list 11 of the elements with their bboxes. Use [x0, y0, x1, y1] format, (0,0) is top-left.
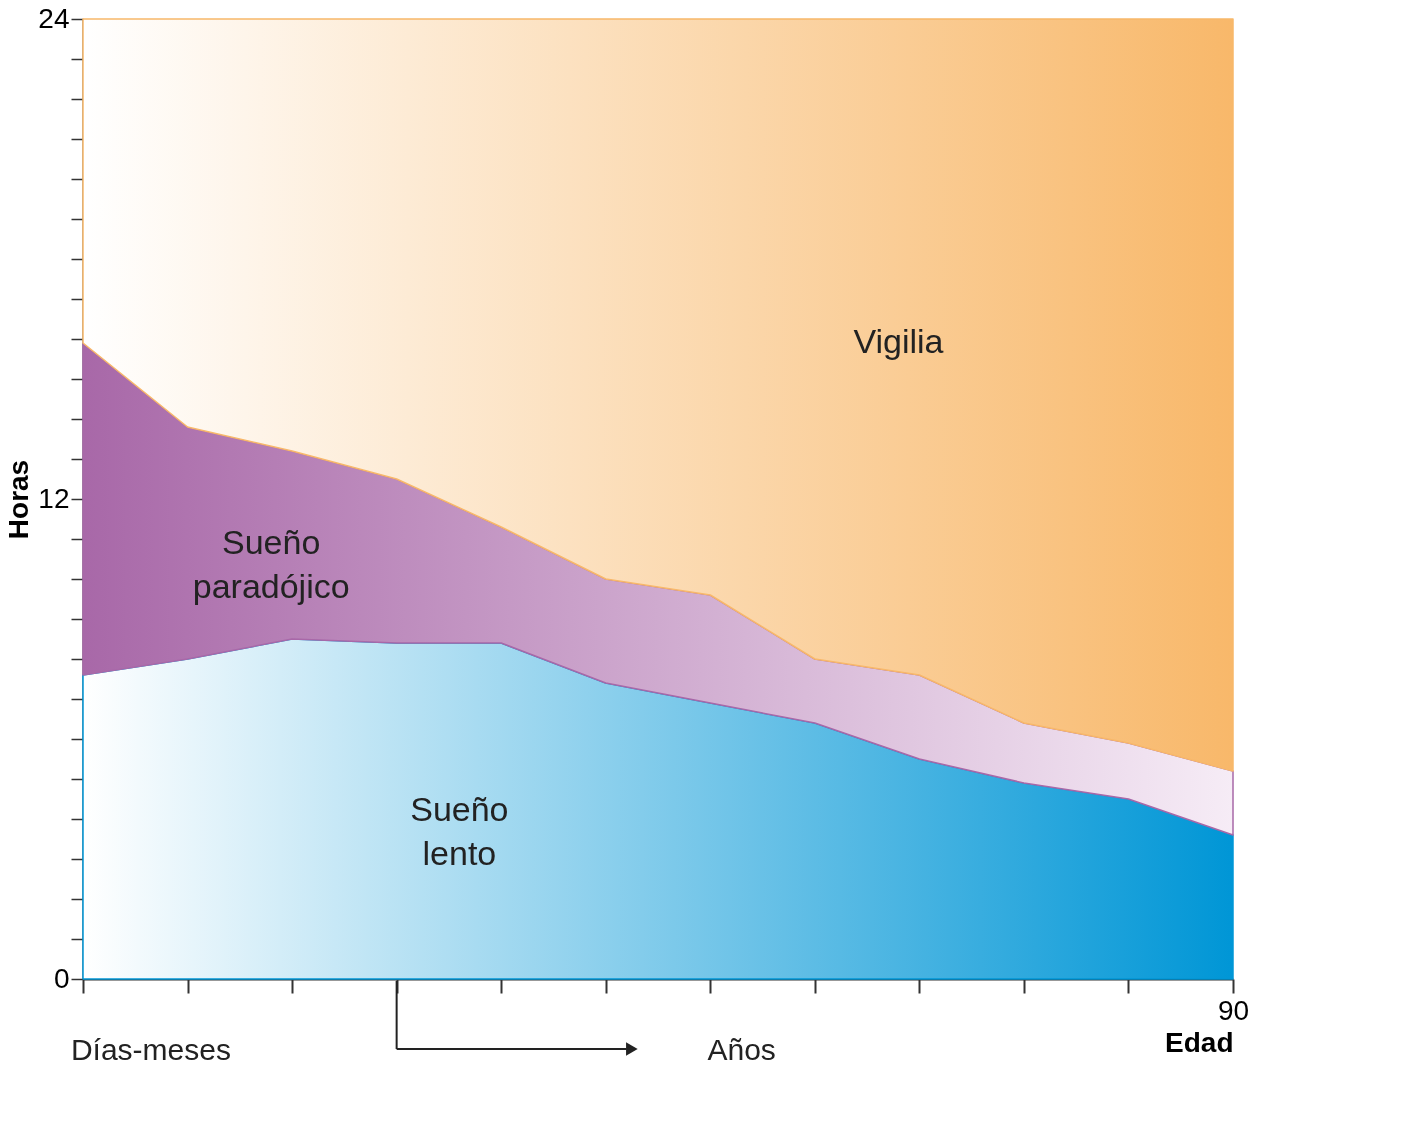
x-axis-title: Edad: [1165, 1026, 1234, 1058]
y-tick-label: 12: [38, 482, 70, 514]
series-label: Vigilia: [853, 322, 944, 360]
y-tick-label: 0: [53, 962, 70, 994]
text: Días-meses: [70, 1033, 231, 1066]
x-tick-label: 90: [1217, 994, 1250, 1026]
text: Años: [707, 1033, 776, 1066]
y-tick-label: 24: [38, 2, 70, 34]
series-label: Sueño paradójico: [192, 523, 350, 605]
series-label: Sueño lento: [410, 790, 509, 872]
y-axis-title: Horas: [3, 459, 35, 540]
